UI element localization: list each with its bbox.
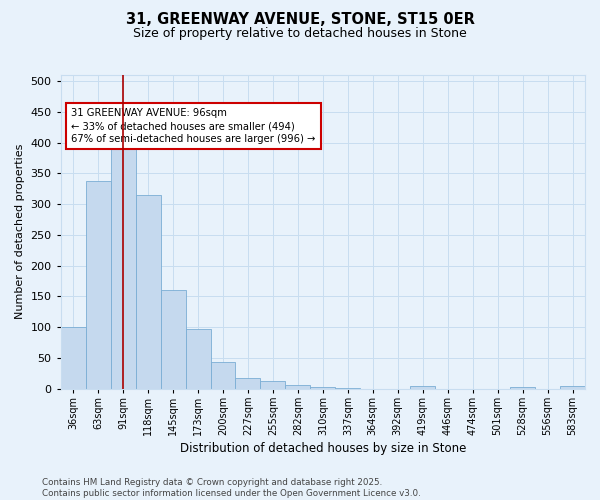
Y-axis label: Number of detached properties: Number of detached properties: [15, 144, 25, 320]
Bar: [185, 329, 211, 388]
Bar: [110, 130, 136, 388]
Bar: [136, 195, 161, 388]
Text: Size of property relative to detached houses in Stone: Size of property relative to detached ho…: [133, 28, 467, 40]
Text: 31, GREENWAY AVENUE, STONE, ST15 0ER: 31, GREENWAY AVENUE, STONE, ST15 0ER: [125, 12, 475, 28]
Bar: [61, 327, 86, 388]
Bar: [260, 381, 286, 388]
Bar: [161, 290, 185, 388]
Bar: [560, 386, 585, 388]
Bar: [86, 182, 110, 388]
X-axis label: Distribution of detached houses by size in Stone: Distribution of detached houses by size …: [179, 442, 466, 455]
Text: Contains HM Land Registry data © Crown copyright and database right 2025.
Contai: Contains HM Land Registry data © Crown c…: [42, 478, 421, 498]
Text: 31 GREENWAY AVENUE: 96sqm
← 33% of detached houses are smaller (494)
67% of semi: 31 GREENWAY AVENUE: 96sqm ← 33% of detac…: [71, 108, 316, 144]
Bar: [211, 362, 235, 388]
Bar: [286, 385, 310, 388]
Bar: [235, 378, 260, 388]
Bar: [410, 386, 435, 388]
Bar: [510, 387, 535, 388]
